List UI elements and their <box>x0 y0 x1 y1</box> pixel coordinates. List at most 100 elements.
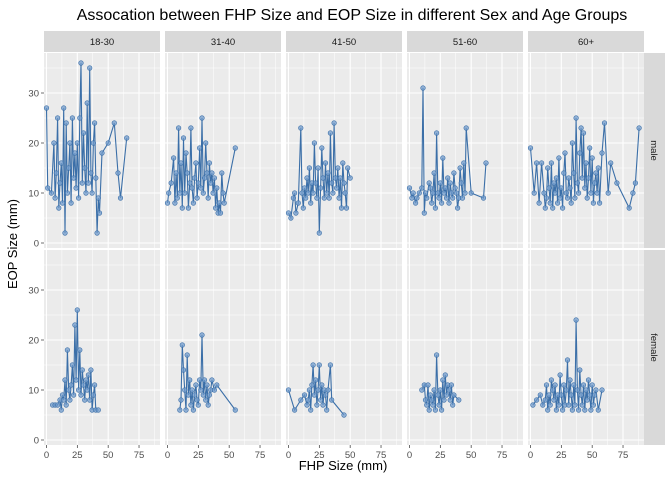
data-point <box>322 160 329 166</box>
y-tick-label: 20 <box>28 336 39 347</box>
data-point <box>330 190 336 196</box>
x-tick-label: 0 <box>44 450 49 461</box>
data-point <box>561 170 567 176</box>
data-point <box>198 387 204 393</box>
data-point <box>199 115 205 121</box>
y-tick-label: 10 <box>28 189 39 200</box>
data-point <box>446 387 452 393</box>
panel-female-41-50 <box>285 250 402 445</box>
data-point <box>461 160 467 166</box>
data-point <box>69 115 75 121</box>
data-point <box>213 205 219 211</box>
data-point <box>579 175 585 181</box>
data-point <box>626 205 632 211</box>
data-point <box>189 185 195 191</box>
data-point <box>563 190 569 196</box>
data-point <box>62 230 68 236</box>
data-point <box>59 200 66 206</box>
data-point <box>189 387 195 393</box>
data-point <box>310 190 316 196</box>
data-point <box>173 170 179 176</box>
data-point <box>442 185 448 191</box>
facet-strip-label: male <box>648 140 659 161</box>
data-point <box>567 185 573 191</box>
data-point <box>545 165 551 171</box>
data-point <box>84 100 90 106</box>
data-point <box>414 195 420 201</box>
panel-background <box>165 53 281 248</box>
data-point <box>316 362 322 368</box>
data-point <box>73 185 79 191</box>
data-point <box>455 205 461 211</box>
data-point <box>63 120 69 126</box>
data-point <box>205 402 211 408</box>
data-point <box>54 115 61 121</box>
data-point <box>559 205 566 211</box>
data-point <box>99 150 105 156</box>
data-point <box>331 120 337 126</box>
panel-male-60+ <box>527 53 644 248</box>
data-point <box>192 392 198 398</box>
data-point <box>577 367 583 373</box>
data-point <box>550 387 556 393</box>
data-point <box>318 397 324 403</box>
data-point <box>445 175 451 181</box>
data-point <box>124 135 130 141</box>
data-point <box>589 155 595 161</box>
data-point <box>59 392 66 398</box>
data-point <box>232 407 238 413</box>
data-point <box>188 125 194 131</box>
data-point <box>584 195 590 201</box>
data-point <box>54 402 61 408</box>
data-point <box>292 407 298 413</box>
data-point <box>533 160 540 166</box>
data-point <box>568 392 574 398</box>
data-point <box>197 377 203 383</box>
chart-title: Assocation between FHP Size and EOP Size… <box>77 7 628 24</box>
data-point <box>556 155 562 161</box>
data-point <box>537 392 543 398</box>
data-point <box>183 150 189 156</box>
facet-strip-label: 18-30 <box>90 37 114 48</box>
data-point <box>558 185 564 191</box>
data-point <box>436 195 442 201</box>
data-point <box>329 180 335 186</box>
data-point <box>290 195 297 201</box>
data-point <box>177 407 183 413</box>
data-point <box>551 397 557 403</box>
data-point <box>178 397 184 403</box>
data-point <box>545 407 551 413</box>
data-point <box>441 190 447 196</box>
data-point <box>58 407 64 413</box>
data-point <box>451 392 457 398</box>
facet-strip-male <box>644 53 665 248</box>
data-point <box>77 115 83 121</box>
data-point <box>538 160 545 166</box>
x-tick-label: 25 <box>556 450 567 461</box>
data-point <box>111 120 117 126</box>
data-point <box>547 402 553 408</box>
panel-female-51-60 <box>407 250 523 445</box>
data-point <box>448 190 455 196</box>
data-point <box>285 387 292 393</box>
data-point <box>83 377 89 383</box>
panel-female-31-40 <box>165 250 281 445</box>
data-point <box>62 377 68 383</box>
data-point <box>193 382 199 388</box>
data-point <box>201 377 208 383</box>
data-point <box>450 402 456 408</box>
data-point <box>443 392 450 398</box>
data-point <box>569 140 576 146</box>
data-point <box>593 170 599 176</box>
data-point <box>198 185 204 191</box>
data-point <box>573 115 579 121</box>
data-point <box>452 185 458 191</box>
data-point <box>206 160 212 166</box>
data-point <box>430 190 436 196</box>
data-point <box>556 402 562 408</box>
x-tick-label: 0 <box>407 450 412 461</box>
data-point <box>588 190 594 196</box>
data-point <box>166 190 172 196</box>
x-tick-label: 50 <box>466 450 477 461</box>
data-point <box>329 397 335 403</box>
